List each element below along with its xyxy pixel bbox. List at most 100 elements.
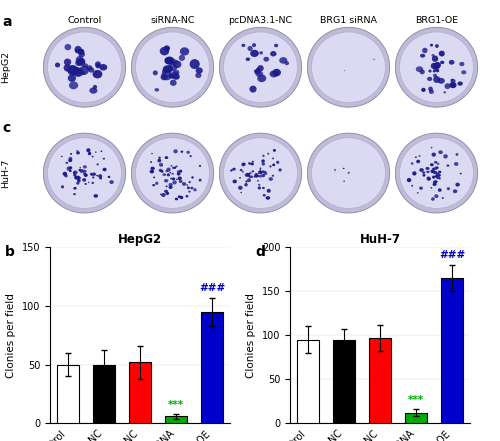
Ellipse shape [170,178,172,179]
Ellipse shape [242,44,246,47]
Ellipse shape [257,175,260,177]
Title: BRG1-OE: BRG1-OE [415,16,458,25]
Ellipse shape [248,162,251,164]
Ellipse shape [69,166,72,169]
Ellipse shape [250,172,252,174]
Ellipse shape [432,70,436,72]
Ellipse shape [178,176,182,180]
Ellipse shape [73,193,76,195]
Ellipse shape [422,174,426,177]
Ellipse shape [270,165,272,168]
Ellipse shape [178,177,182,180]
Ellipse shape [69,82,78,89]
Ellipse shape [260,51,263,55]
Ellipse shape [100,150,102,152]
Ellipse shape [176,179,178,180]
Ellipse shape [426,167,430,170]
Ellipse shape [96,164,98,165]
Ellipse shape [419,187,423,190]
Ellipse shape [78,49,84,55]
Ellipse shape [75,60,82,66]
Ellipse shape [400,138,473,209]
Ellipse shape [64,174,68,177]
Ellipse shape [195,73,202,78]
Ellipse shape [430,63,437,69]
Ellipse shape [177,170,180,173]
Ellipse shape [262,170,265,173]
Ellipse shape [420,54,425,58]
Ellipse shape [190,187,194,189]
Ellipse shape [458,82,463,86]
Ellipse shape [240,192,242,193]
Ellipse shape [194,188,196,191]
Ellipse shape [166,168,170,172]
Ellipse shape [262,155,264,157]
Text: d: d [255,245,265,259]
Ellipse shape [274,44,278,47]
Ellipse shape [164,190,168,193]
Ellipse shape [64,64,71,71]
Ellipse shape [161,165,163,166]
Ellipse shape [94,194,98,198]
Ellipse shape [259,171,262,174]
Ellipse shape [198,179,202,182]
Title: HepG2: HepG2 [118,233,162,246]
Ellipse shape [48,32,122,103]
Ellipse shape [432,176,436,179]
Ellipse shape [444,91,446,93]
Ellipse shape [266,196,270,200]
Ellipse shape [436,69,440,72]
Ellipse shape [55,63,60,67]
Ellipse shape [108,176,110,178]
Ellipse shape [224,32,298,103]
Ellipse shape [180,150,183,153]
Ellipse shape [257,65,264,71]
Ellipse shape [279,57,287,64]
Ellipse shape [244,183,248,187]
Ellipse shape [426,171,430,173]
Bar [441,278,463,423]
Ellipse shape [75,49,81,53]
Bar [57,365,79,423]
Y-axis label: Clonies per field: Clonies per field [6,293,16,377]
Ellipse shape [180,196,184,199]
Bar [333,340,355,423]
Ellipse shape [454,162,458,166]
Ellipse shape [162,65,173,73]
Ellipse shape [260,172,261,174]
Ellipse shape [438,51,445,56]
Bar [405,413,427,423]
Ellipse shape [92,156,94,157]
Ellipse shape [437,163,440,165]
Ellipse shape [270,51,276,56]
Ellipse shape [258,184,260,186]
Ellipse shape [343,168,344,169]
Ellipse shape [400,32,473,103]
Ellipse shape [68,75,76,82]
Ellipse shape [93,85,97,89]
Ellipse shape [242,163,245,166]
Ellipse shape [430,163,434,166]
Ellipse shape [164,179,168,183]
Ellipse shape [160,74,168,80]
Ellipse shape [220,27,302,107]
Ellipse shape [95,151,96,153]
Ellipse shape [427,178,431,180]
Ellipse shape [450,79,456,83]
Ellipse shape [258,187,261,190]
Ellipse shape [461,70,466,75]
Ellipse shape [433,74,437,78]
Ellipse shape [429,90,434,94]
Ellipse shape [239,177,241,179]
Ellipse shape [238,186,242,190]
Ellipse shape [334,169,336,171]
Ellipse shape [99,177,102,179]
Ellipse shape [258,172,260,174]
Ellipse shape [175,198,178,200]
Ellipse shape [433,65,438,69]
Ellipse shape [80,169,84,173]
Ellipse shape [431,197,435,201]
Ellipse shape [186,195,188,198]
Ellipse shape [74,187,76,190]
Ellipse shape [421,88,426,92]
